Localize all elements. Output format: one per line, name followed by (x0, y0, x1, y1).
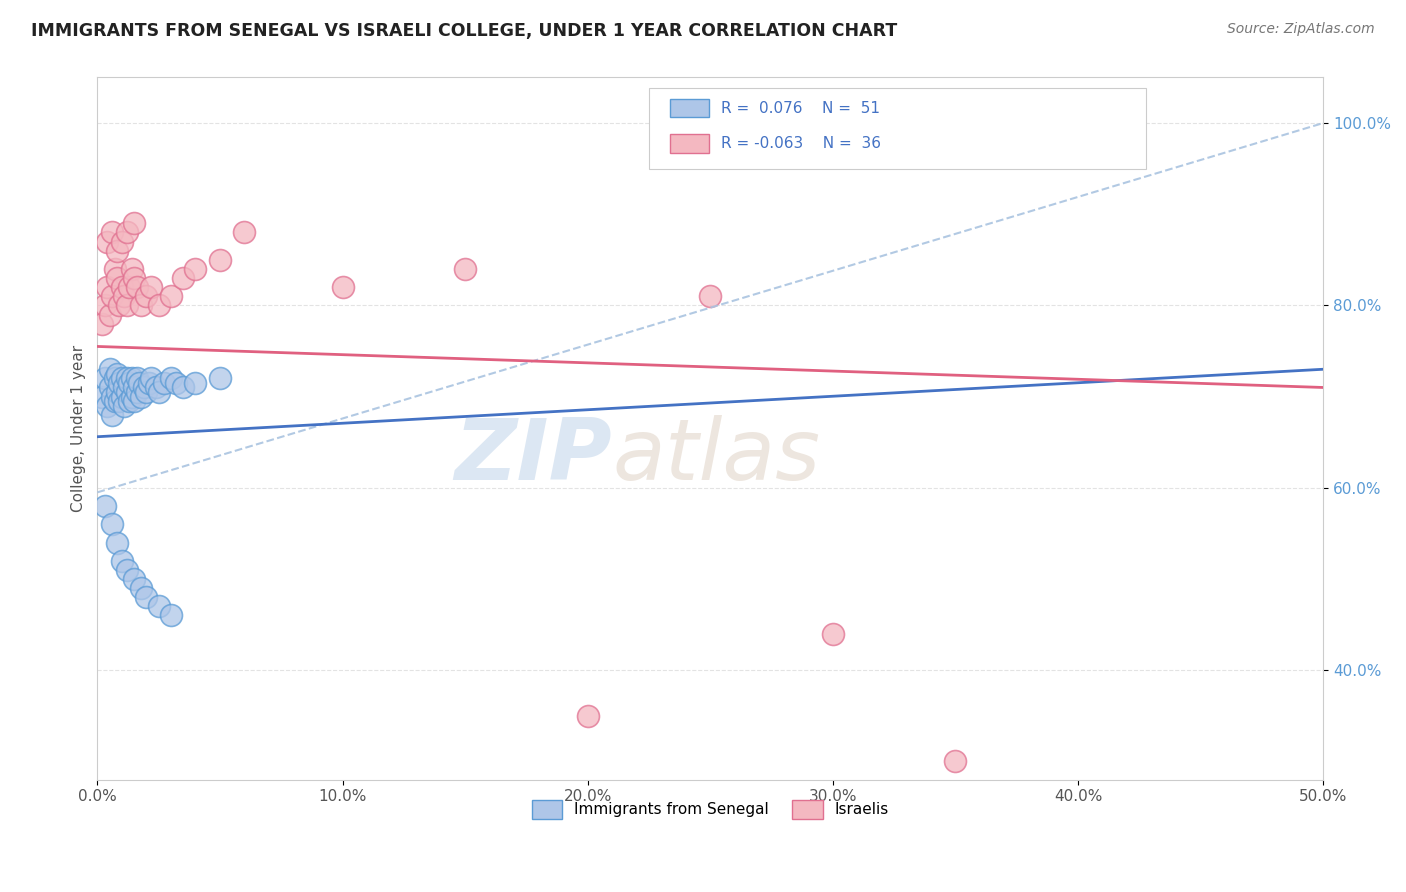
Point (145, 380, 167, 394)
Point (93, 371, 115, 385)
Point (165, 376, 187, 390)
Point (172, 380, 194, 394)
Point (121, 371, 143, 385)
Point (115, 226, 138, 240)
Text: IMMIGRANTS FROM SENEGAL VS ISRAELI COLLEGE, UNDER 1 YEAR CORRELATION CHART: IMMIGRANTS FROM SENEGAL VS ISRAELI COLLE… (31, 22, 897, 40)
Point (233, 226, 256, 240)
Point (118, 280, 141, 294)
Point (103, 371, 125, 385)
Point (105, 535, 128, 549)
Point (160, 289, 183, 303)
Point (131, 390, 153, 404)
Point (112, 380, 135, 394)
Point (131, 298, 153, 312)
Point (135, 591, 157, 605)
Point (118, 394, 141, 409)
Point (98, 308, 121, 322)
Point (101, 390, 124, 404)
Point (115, 563, 138, 577)
Point (112, 399, 135, 413)
Point (103, 394, 125, 409)
Point (122, 216, 145, 230)
Point (108, 394, 131, 409)
Point (93, 499, 115, 513)
Point (699, 289, 721, 303)
Point (91, 317, 114, 331)
FancyBboxPatch shape (650, 88, 1146, 169)
Point (103, 262, 125, 277)
Point (118, 376, 141, 390)
Point (152, 376, 174, 390)
Text: R = -0.063    N =  36: R = -0.063 N = 36 (721, 136, 882, 151)
Point (132, 380, 155, 394)
Point (96, 235, 118, 249)
Point (135, 385, 157, 400)
Bar (669, 99, 709, 118)
Text: Source: ZipAtlas.com: Source: ZipAtlas.com (1227, 22, 1375, 37)
Point (121, 262, 143, 277)
Point (98, 362, 121, 376)
Point (115, 385, 138, 400)
Point (96, 280, 118, 294)
Point (945, 755, 967, 769)
Point (111, 390, 134, 404)
Point (122, 380, 145, 394)
Point (111, 235, 134, 249)
Point (131, 581, 153, 595)
Text: ZIP: ZIP (454, 415, 612, 498)
Point (821, 626, 844, 640)
Point (101, 289, 124, 303)
Point (115, 298, 138, 312)
Point (208, 252, 231, 267)
Point (332, 280, 354, 294)
Point (141, 280, 163, 294)
Point (125, 385, 148, 400)
Point (105, 367, 128, 381)
Point (125, 371, 148, 385)
Point (454, 262, 477, 277)
Point (141, 371, 163, 385)
Point (111, 280, 134, 294)
Point (148, 599, 170, 614)
Text: atlas: atlas (612, 415, 820, 498)
Text: R =  0.076    N =  51: R = 0.076 N = 51 (721, 101, 880, 116)
Y-axis label: College, Under 1 year: College, Under 1 year (72, 345, 86, 512)
Point (160, 608, 183, 623)
Point (576, 708, 599, 723)
Point (96, 399, 118, 413)
Point (105, 271, 128, 285)
Legend: Immigrants from Senegal, Israelis: Immigrants from Senegal, Israelis (526, 794, 896, 824)
Point (122, 572, 145, 586)
Point (135, 289, 157, 303)
Point (160, 371, 183, 385)
Point (108, 298, 131, 312)
Point (138, 376, 160, 390)
Point (122, 271, 145, 285)
Point (101, 226, 124, 240)
Point (91, 390, 114, 404)
Point (93, 298, 115, 312)
Point (172, 271, 194, 285)
Point (128, 376, 150, 390)
Point (101, 408, 124, 422)
Point (121, 390, 143, 404)
Point (125, 280, 148, 294)
Point (148, 298, 170, 312)
Point (112, 289, 135, 303)
Point (105, 244, 128, 258)
Point (208, 371, 231, 385)
Point (115, 371, 138, 385)
Point (111, 371, 134, 385)
Point (105, 385, 128, 400)
Point (111, 554, 134, 568)
Point (148, 385, 170, 400)
Point (108, 376, 131, 390)
Point (122, 394, 145, 409)
Bar (669, 135, 709, 153)
Point (98, 380, 121, 394)
Point (184, 262, 207, 277)
Point (101, 517, 124, 532)
Point (184, 376, 207, 390)
